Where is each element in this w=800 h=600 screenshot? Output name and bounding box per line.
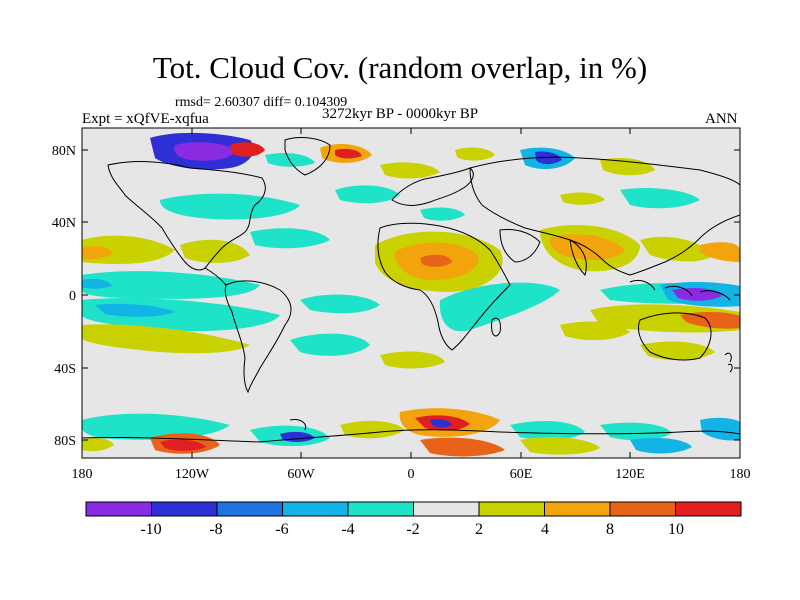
lon-tick-label: 120W xyxy=(175,467,210,482)
lat-tick-label: 80N xyxy=(52,144,76,159)
lon-tick-label: 180 xyxy=(72,467,93,482)
lat-tick-label: 40S xyxy=(54,362,76,377)
colorbar-label: -2 xyxy=(406,521,419,538)
lat-tick-label: 40N xyxy=(52,216,76,231)
colorbar-label: -8 xyxy=(209,521,222,538)
colorbar-swatch xyxy=(85,501,152,517)
colorbar-swatch xyxy=(478,501,545,517)
colorbar-label: -10 xyxy=(140,521,161,538)
colorbar-swatch xyxy=(151,501,218,517)
lon-tick-label: 60E xyxy=(510,467,533,482)
colorbar-swatch xyxy=(216,501,283,517)
colorbar xyxy=(85,501,742,517)
colorbar-label: 4 xyxy=(541,521,549,538)
lon-tick-label: 0 xyxy=(408,467,415,482)
lat-tick-label: 80S xyxy=(54,434,76,449)
lon-tick-label: 120E xyxy=(615,467,645,482)
colorbar-swatch xyxy=(413,501,480,517)
lat-tick-label: 0 xyxy=(69,289,76,304)
coastlines xyxy=(82,137,740,443)
period-label: 3272kyr BP - 0000kyr BP xyxy=(322,106,479,122)
colorbar-swatch xyxy=(544,501,611,517)
anomaly-field xyxy=(82,132,740,457)
colorbar-swatch xyxy=(347,501,414,517)
lon-tick-label: 60W xyxy=(287,467,315,482)
experiment-label: Expt = xQfVE-xqfua xyxy=(82,111,209,127)
colorbar-label: -4 xyxy=(341,521,354,538)
season-label: ANN xyxy=(705,111,738,127)
tick-marks xyxy=(81,128,741,458)
colorbar-label: -6 xyxy=(275,521,288,538)
colorbar-label: 2 xyxy=(475,521,483,538)
colorbar-swatch xyxy=(675,501,742,517)
map-title: Tot. Cloud Cov. (random overlap, in %) xyxy=(152,50,648,85)
colorbar-label: 8 xyxy=(606,521,614,538)
lon-tick-label: 180 xyxy=(730,467,751,482)
colorbar-label: 10 xyxy=(668,521,684,538)
colorbar-swatch xyxy=(282,501,349,517)
stats-text: rmsd= 2.60307 diff= 0.104309 xyxy=(175,95,348,110)
colorbar-swatch xyxy=(609,501,676,517)
